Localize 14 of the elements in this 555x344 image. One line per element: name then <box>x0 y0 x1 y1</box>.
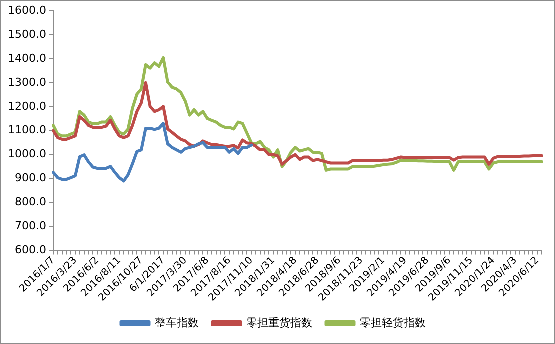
y-tick-label: 700.0 <box>14 220 46 233</box>
y-tick-label: 1500.0 <box>8 28 46 41</box>
legend-label: 零担轻货指数 <box>360 316 426 330</box>
y-tick-label: 1600.0 <box>8 4 46 17</box>
y-tick-label: 1000.0 <box>8 148 46 161</box>
y-tick-label: 1400.0 <box>8 52 46 65</box>
y-tick-label: 600.0 <box>14 244 46 257</box>
legend-label: 零担重货指数 <box>246 316 312 330</box>
y-tick-label: 900.0 <box>14 172 46 185</box>
y-tick-label: 1100.0 <box>8 124 46 137</box>
y-tick-label: 1200.0 <box>8 100 46 113</box>
y-tick-label: 1300.0 <box>8 76 46 89</box>
y-tick-label: 800.0 <box>14 196 46 209</box>
legend-label: 整车指数 <box>154 316 199 330</box>
